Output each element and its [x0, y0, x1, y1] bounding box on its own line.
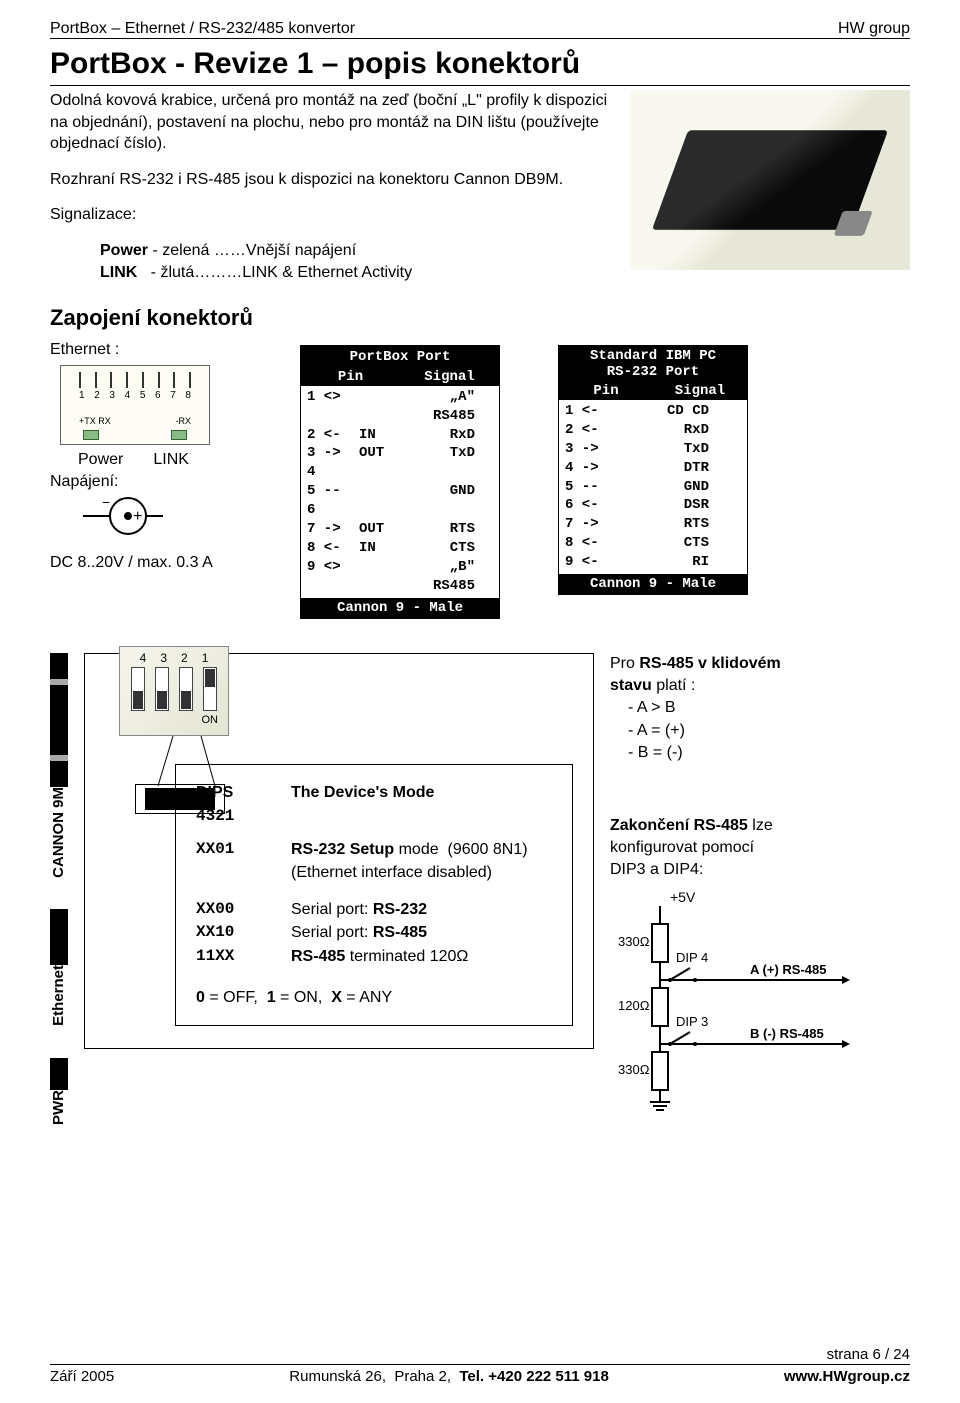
header-left: PortBox – Ethernet / RS-232/485 konverto… [50, 20, 355, 38]
table-row: 4 [307, 463, 493, 482]
table-row: 2 <-INRxD [307, 426, 493, 445]
table-row: 4 ->DTR [565, 459, 741, 478]
portbox-table-title: PortBox Port [301, 346, 499, 368]
intro-p2: Rozhraní RS-232 i RS-485 jsou k dispozic… [50, 169, 610, 191]
device-photo [630, 90, 910, 270]
rj45-diagram: 12345678 +TX RX -RX [60, 365, 210, 445]
side-ports: CANNON 9M Ethernet PWR [50, 653, 68, 1130]
rs485-info: Pro RS-485 v klidovém stavu platí : - A … [610, 653, 870, 1126]
intro-p1: Odolná kovová krabice, určená pro montáž… [50, 90, 610, 155]
table-row: 5 --GND [565, 478, 741, 497]
svg-text:+5V: +5V [670, 889, 696, 905]
svg-text:B (-) RS-485: B (-) RS-485 [750, 1026, 824, 1041]
dc-note: DC 8..20V / max. 0.3 A [50, 554, 280, 572]
ethernet-label: Ethernet : [50, 341, 280, 359]
svg-text:330Ω: 330Ω [618, 934, 650, 949]
power-label: Power [78, 451, 123, 469]
table-row: 2 <-RxD [565, 421, 741, 440]
svg-text:DIP 4: DIP 4 [676, 950, 708, 965]
header-right: HW group [838, 20, 910, 38]
table-row: 1 <>„A" RS485 [307, 388, 493, 426]
table-row: 1 <-CD CD [565, 402, 741, 421]
table-row: 3 ->OUTTxD [307, 444, 493, 463]
mode-table: DIPS 4321 The Device's Mode XX01RS-232 S… [175, 764, 573, 1027]
footer-url: www.HWgroup.cz [784, 1368, 910, 1385]
table-row: 6 [307, 501, 493, 520]
ibm-port-table: Standard IBM PC RS-232 Port Pin Signal 1… [558, 345, 748, 595]
table-row: 9 <>„B" RS485 [307, 558, 493, 596]
table-row: 7 ->OUTRTS [307, 520, 493, 539]
table-row: 5 --GND [307, 482, 493, 501]
signal-title: Signalizace: [50, 204, 610, 226]
page-number: strana 6 / 24 [827, 1346, 910, 1363]
footer-date: Září 2005 [50, 1368, 114, 1385]
table-row: 8 <-INCTS [307, 539, 493, 558]
signal-power: Power - zelená ……Vnější napájení [100, 242, 356, 259]
svg-text:A (+) RS-485: A (+) RS-485 [750, 962, 826, 977]
svg-text:DIP 3: DIP 3 [676, 1014, 708, 1029]
table-row: 3 ->TxD [565, 440, 741, 459]
footer-addr: Rumunská 26, Praha 2, Tel. +420 222 511 … [289, 1368, 609, 1385]
portbox-port-table: PortBox Port Pin Signal 1 <>„A" RS4852 <… [300, 345, 500, 619]
svg-text:−: − [102, 494, 110, 510]
link-label: LINK [153, 451, 189, 469]
table-row: 9 <-RI [565, 553, 741, 572]
table-row: 8 <-CTS [565, 534, 741, 553]
page-header: PortBox – Ethernet / RS-232/485 konverto… [50, 20, 910, 39]
svg-text:120Ω: 120Ω [618, 998, 650, 1013]
table-row: 7 ->RTS [565, 515, 741, 534]
footer: Září 2005 Rumunská 26, Praha 2, Tel. +42… [50, 1364, 910, 1385]
svg-text:330Ω: 330Ω [618, 1062, 650, 1077]
barrel-jack-icon: + − [78, 491, 280, 546]
zapojeni-heading: Zapojení konektorů [50, 305, 910, 331]
signal-link: LINK - žlutá………LINK & Ethernet Activity [100, 264, 412, 281]
svg-text:+: + [133, 508, 142, 525]
page-title: PortBox - Revize 1 – popis konektorů [50, 47, 910, 86]
napajeni-label: Napájení: [50, 473, 280, 491]
table-row: 6 <-DSR [565, 496, 741, 515]
termination-circuit-icon: +5V 330Ω DIP 4 A (+) RS-485 120Ω [610, 888, 870, 1125]
dip-switch-icon: 4 3 2 1 ON [119, 646, 229, 736]
enclosure-diagram: 4 3 2 1 ON [84, 653, 594, 1050]
